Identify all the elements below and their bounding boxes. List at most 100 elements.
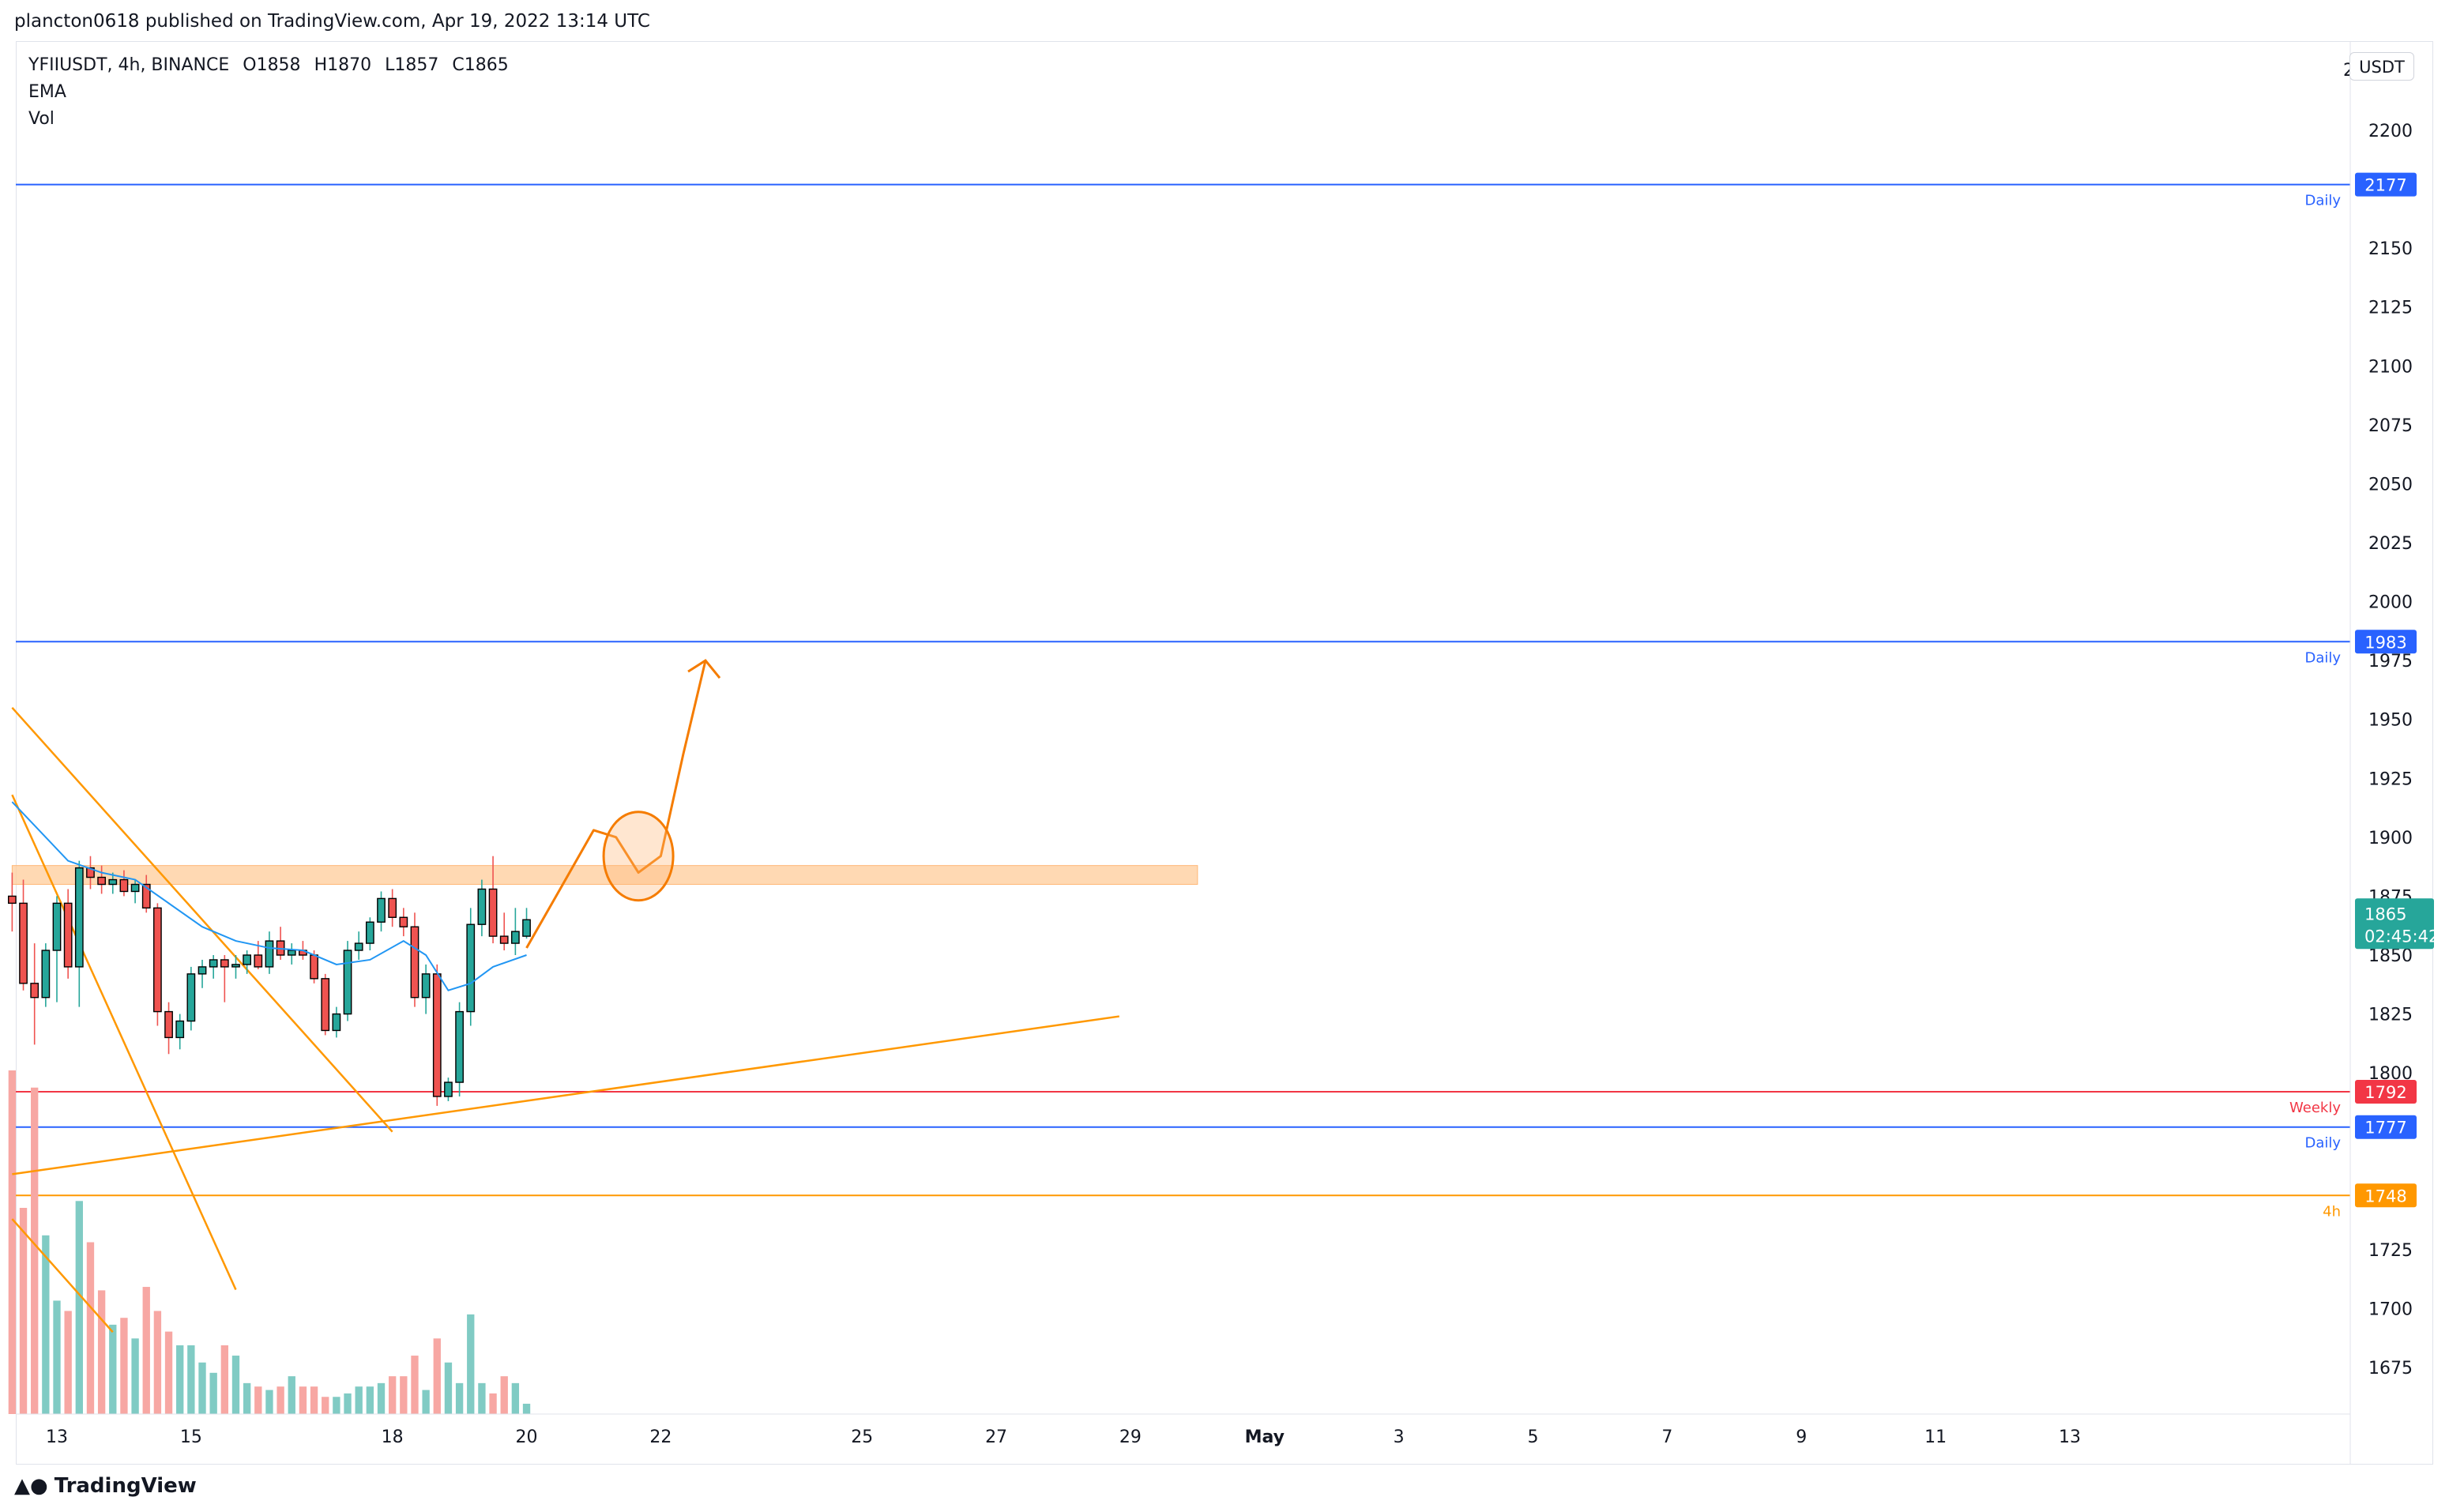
- volume-bar: [344, 1393, 352, 1414]
- volume-bar: [220, 1345, 229, 1414]
- candle-body[interactable]: [153, 907, 162, 1013]
- time-tick-label: 7: [1661, 1427, 1672, 1447]
- candle-body[interactable]: [332, 1013, 341, 1032]
- candle-body[interactable]: [377, 897, 386, 923]
- candle-body[interactable]: [19, 902, 28, 984]
- volume-bar: [120, 1318, 128, 1414]
- candle-body[interactable]: [243, 954, 252, 965]
- candle-body[interactable]: [8, 895, 17, 905]
- price-tick-label: 1675: [2368, 1359, 2413, 1378]
- trendline-3[interactable]: [12, 1015, 1119, 1175]
- candle-body[interactable]: [444, 1081, 453, 1097]
- volume-bar: [176, 1345, 184, 1414]
- candle-body[interactable]: [231, 964, 240, 968]
- legend-vol[interactable]: Vol: [28, 109, 55, 129]
- level-price-badge-1792: [2355, 1080, 2417, 1104]
- candle-body[interactable]: [287, 950, 296, 956]
- currency-button[interactable]: USDT: [2349, 52, 2414, 81]
- candle-body[interactable]: [52, 902, 62, 951]
- volume-bar: [433, 1338, 441, 1414]
- legend-symbol[interactable]: YFIIUSDT, 4h, BINANCE: [28, 55, 230, 75]
- volume-bar: [53, 1300, 61, 1414]
- legend-open: O1858: [243, 55, 301, 75]
- candle-body[interactable]: [477, 888, 487, 925]
- volume-bar: [388, 1376, 397, 1414]
- price-tick-label: 2150: [2368, 239, 2413, 259]
- candle-body[interactable]: [41, 950, 51, 999]
- candle-body[interactable]: [343, 950, 352, 1015]
- volume-bar: [299, 1386, 307, 1414]
- trendline-2[interactable]: [11, 794, 237, 1291]
- level-price-label-1748: 1748: [2364, 1187, 2406, 1205]
- volume-bar: [333, 1397, 340, 1414]
- candle-body[interactable]: [388, 897, 397, 918]
- candle-body[interactable]: [63, 902, 73, 968]
- candle-body[interactable]: [30, 983, 40, 999]
- tradingview-logo: ▲● TradingView: [14, 1474, 197, 1498]
- time-tick-label: 13: [2059, 1427, 2081, 1447]
- volume-bar: [489, 1393, 497, 1414]
- price-tick-label: 2025: [2368, 534, 2413, 554]
- time-tick-label: 27: [985, 1427, 1007, 1447]
- level-tag-1748: 4h: [2323, 1203, 2341, 1220]
- candle-body[interactable]: [511, 931, 520, 944]
- countdown-label: 02:45:42: [2364, 927, 2439, 946]
- candle-body[interactable]: [466, 923, 476, 1013]
- price-tick-label: 1900: [2368, 829, 2413, 848]
- ema-line[interactable]: [11, 801, 527, 991]
- candle-body[interactable]: [522, 919, 531, 937]
- trendline-4[interactable]: [11, 1218, 114, 1333]
- time-tick-label: 11: [1924, 1427, 1947, 1447]
- candle-body[interactable]: [97, 876, 106, 886]
- level-price-label-1777: 1777: [2364, 1119, 2406, 1138]
- legend-ema[interactable]: EMA: [28, 82, 66, 102]
- candle-body[interactable]: [432, 973, 442, 1097]
- volume-bar: [444, 1362, 453, 1414]
- candle-body[interactable]: [74, 867, 84, 968]
- candle-body[interactable]: [499, 935, 509, 944]
- time-tick-label: May: [1245, 1427, 1285, 1447]
- candle-body[interactable]: [130, 883, 140, 893]
- volume-bar: [187, 1345, 195, 1414]
- candle-body[interactable]: [321, 978, 330, 1032]
- current-price-label: 1865: [2364, 905, 2406, 923]
- candle-body[interactable]: [254, 954, 263, 968]
- candle-body[interactable]: [141, 883, 151, 909]
- candle-body[interactable]: [410, 926, 419, 999]
- candle-body[interactable]: [198, 966, 207, 975]
- candle-body[interactable]: [488, 888, 498, 937]
- volume-bar: [355, 1386, 363, 1414]
- candle-body[interactable]: [175, 1020, 185, 1039]
- candle-body[interactable]: [421, 973, 431, 999]
- volume-bar: [422, 1390, 430, 1414]
- retest-circle[interactable]: [602, 811, 675, 902]
- price-tick-label: 2125: [2368, 299, 2413, 318]
- trendline-1[interactable]: [11, 706, 393, 1133]
- candle-body[interactable]: [209, 959, 218, 968]
- candle-body[interactable]: [186, 973, 196, 1022]
- level-tag-2177: Daily: [2304, 193, 2341, 209]
- candle-body[interactable]: [365, 921, 374, 944]
- volume-bar: [322, 1397, 329, 1414]
- level-price-label-1792: 1792: [2364, 1083, 2406, 1102]
- candle-body[interactable]: [265, 940, 274, 968]
- volume-bar: [400, 1376, 408, 1414]
- volume-bar: [97, 1290, 106, 1414]
- volume-bar: [164, 1331, 173, 1414]
- candle-body[interactable]: [310, 954, 318, 980]
- candle-body[interactable]: [455, 1010, 464, 1083]
- projection-path[interactable]: [525, 660, 707, 949]
- volume-bar: [198, 1362, 206, 1414]
- price-tick-label: 1800: [2368, 1064, 2413, 1084]
- candle-body[interactable]: [399, 916, 408, 927]
- candle-body[interactable]: [119, 878, 129, 893]
- candle-body[interactable]: [164, 1010, 173, 1039]
- chart-frame: [16, 41, 2433, 1465]
- candle-body[interactable]: [220, 959, 229, 968]
- tradingview-icon: ▲●: [14, 1474, 48, 1498]
- volume-bar: [243, 1382, 251, 1414]
- candle-body[interactable]: [354, 942, 363, 951]
- candle-body[interactable]: [108, 878, 118, 886]
- volume-bar: [75, 1201, 83, 1414]
